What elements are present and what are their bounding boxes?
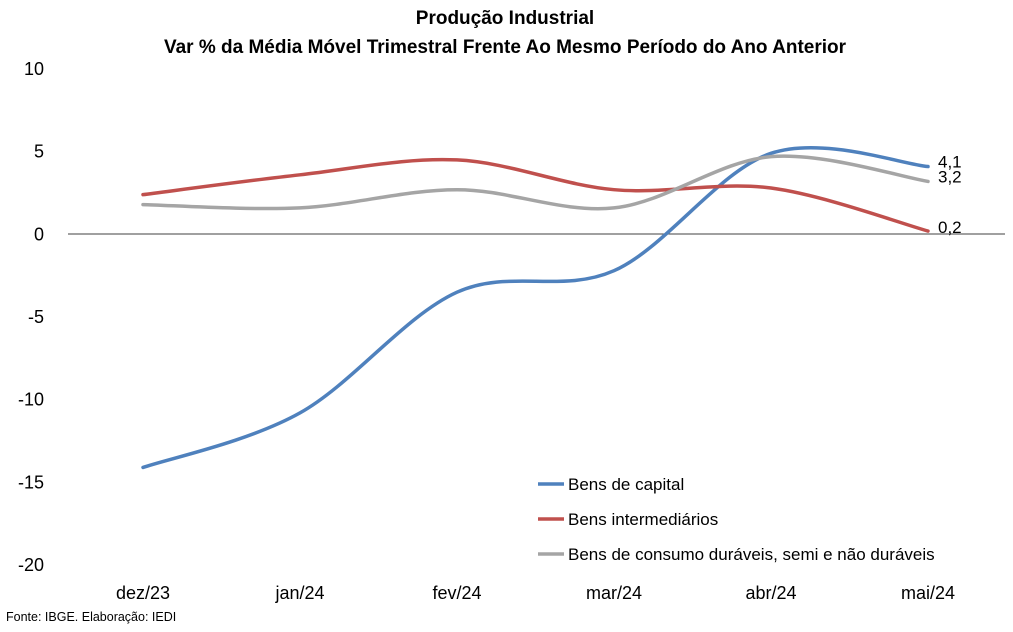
y-tick-label: 10 (24, 59, 44, 79)
y-tick-label: -5 (28, 307, 44, 327)
data-label: 4,1 (938, 153, 962, 172)
series-line (141, 145, 930, 470)
y-tick-label: -15 (18, 472, 44, 492)
data-label: 3,2 (938, 167, 962, 186)
x-tick-label: abr/24 (745, 583, 796, 603)
legend: Bens de capital Bens intermediários Bens d… (538, 475, 935, 564)
x-tick-label: mar/24 (586, 583, 642, 603)
y-axis: 10 5 0 -5 -10 -15 -20 (18, 59, 44, 575)
chart-title: Produção Industrial (416, 8, 594, 29)
series-lines (141, 145, 930, 470)
series-line (141, 157, 930, 233)
x-tick-label: mai/24 (901, 583, 955, 603)
x-axis: dez/23 jan/24 fev/24 mar/24 abr/24 mai/24 (116, 583, 955, 603)
source-note: Fonte: IBGE. Elaboração: IEDI (6, 610, 177, 624)
chart-subtitle: Var % da Média Móvel Trimestral Frente A… (164, 37, 847, 58)
legend-label: Bens intermediários (568, 510, 718, 529)
y-tick-label: -10 (18, 390, 44, 410)
x-tick-label: fev/24 (432, 583, 481, 603)
y-tick-label: 5 (34, 142, 44, 162)
legend-label: Bens de consumo duráveis, semi e não dur… (568, 545, 935, 564)
y-tick-label: 0 (34, 224, 44, 244)
end-labels: 4,1 0,2 3,2 (938, 153, 962, 237)
y-tick-label: -20 (18, 555, 44, 575)
x-tick-label: dez/23 (116, 583, 170, 603)
x-tick-label: jan/24 (274, 583, 324, 603)
legend-label: Bens de capital (568, 475, 684, 494)
data-label: 0,2 (938, 218, 962, 237)
series-line (141, 154, 930, 211)
